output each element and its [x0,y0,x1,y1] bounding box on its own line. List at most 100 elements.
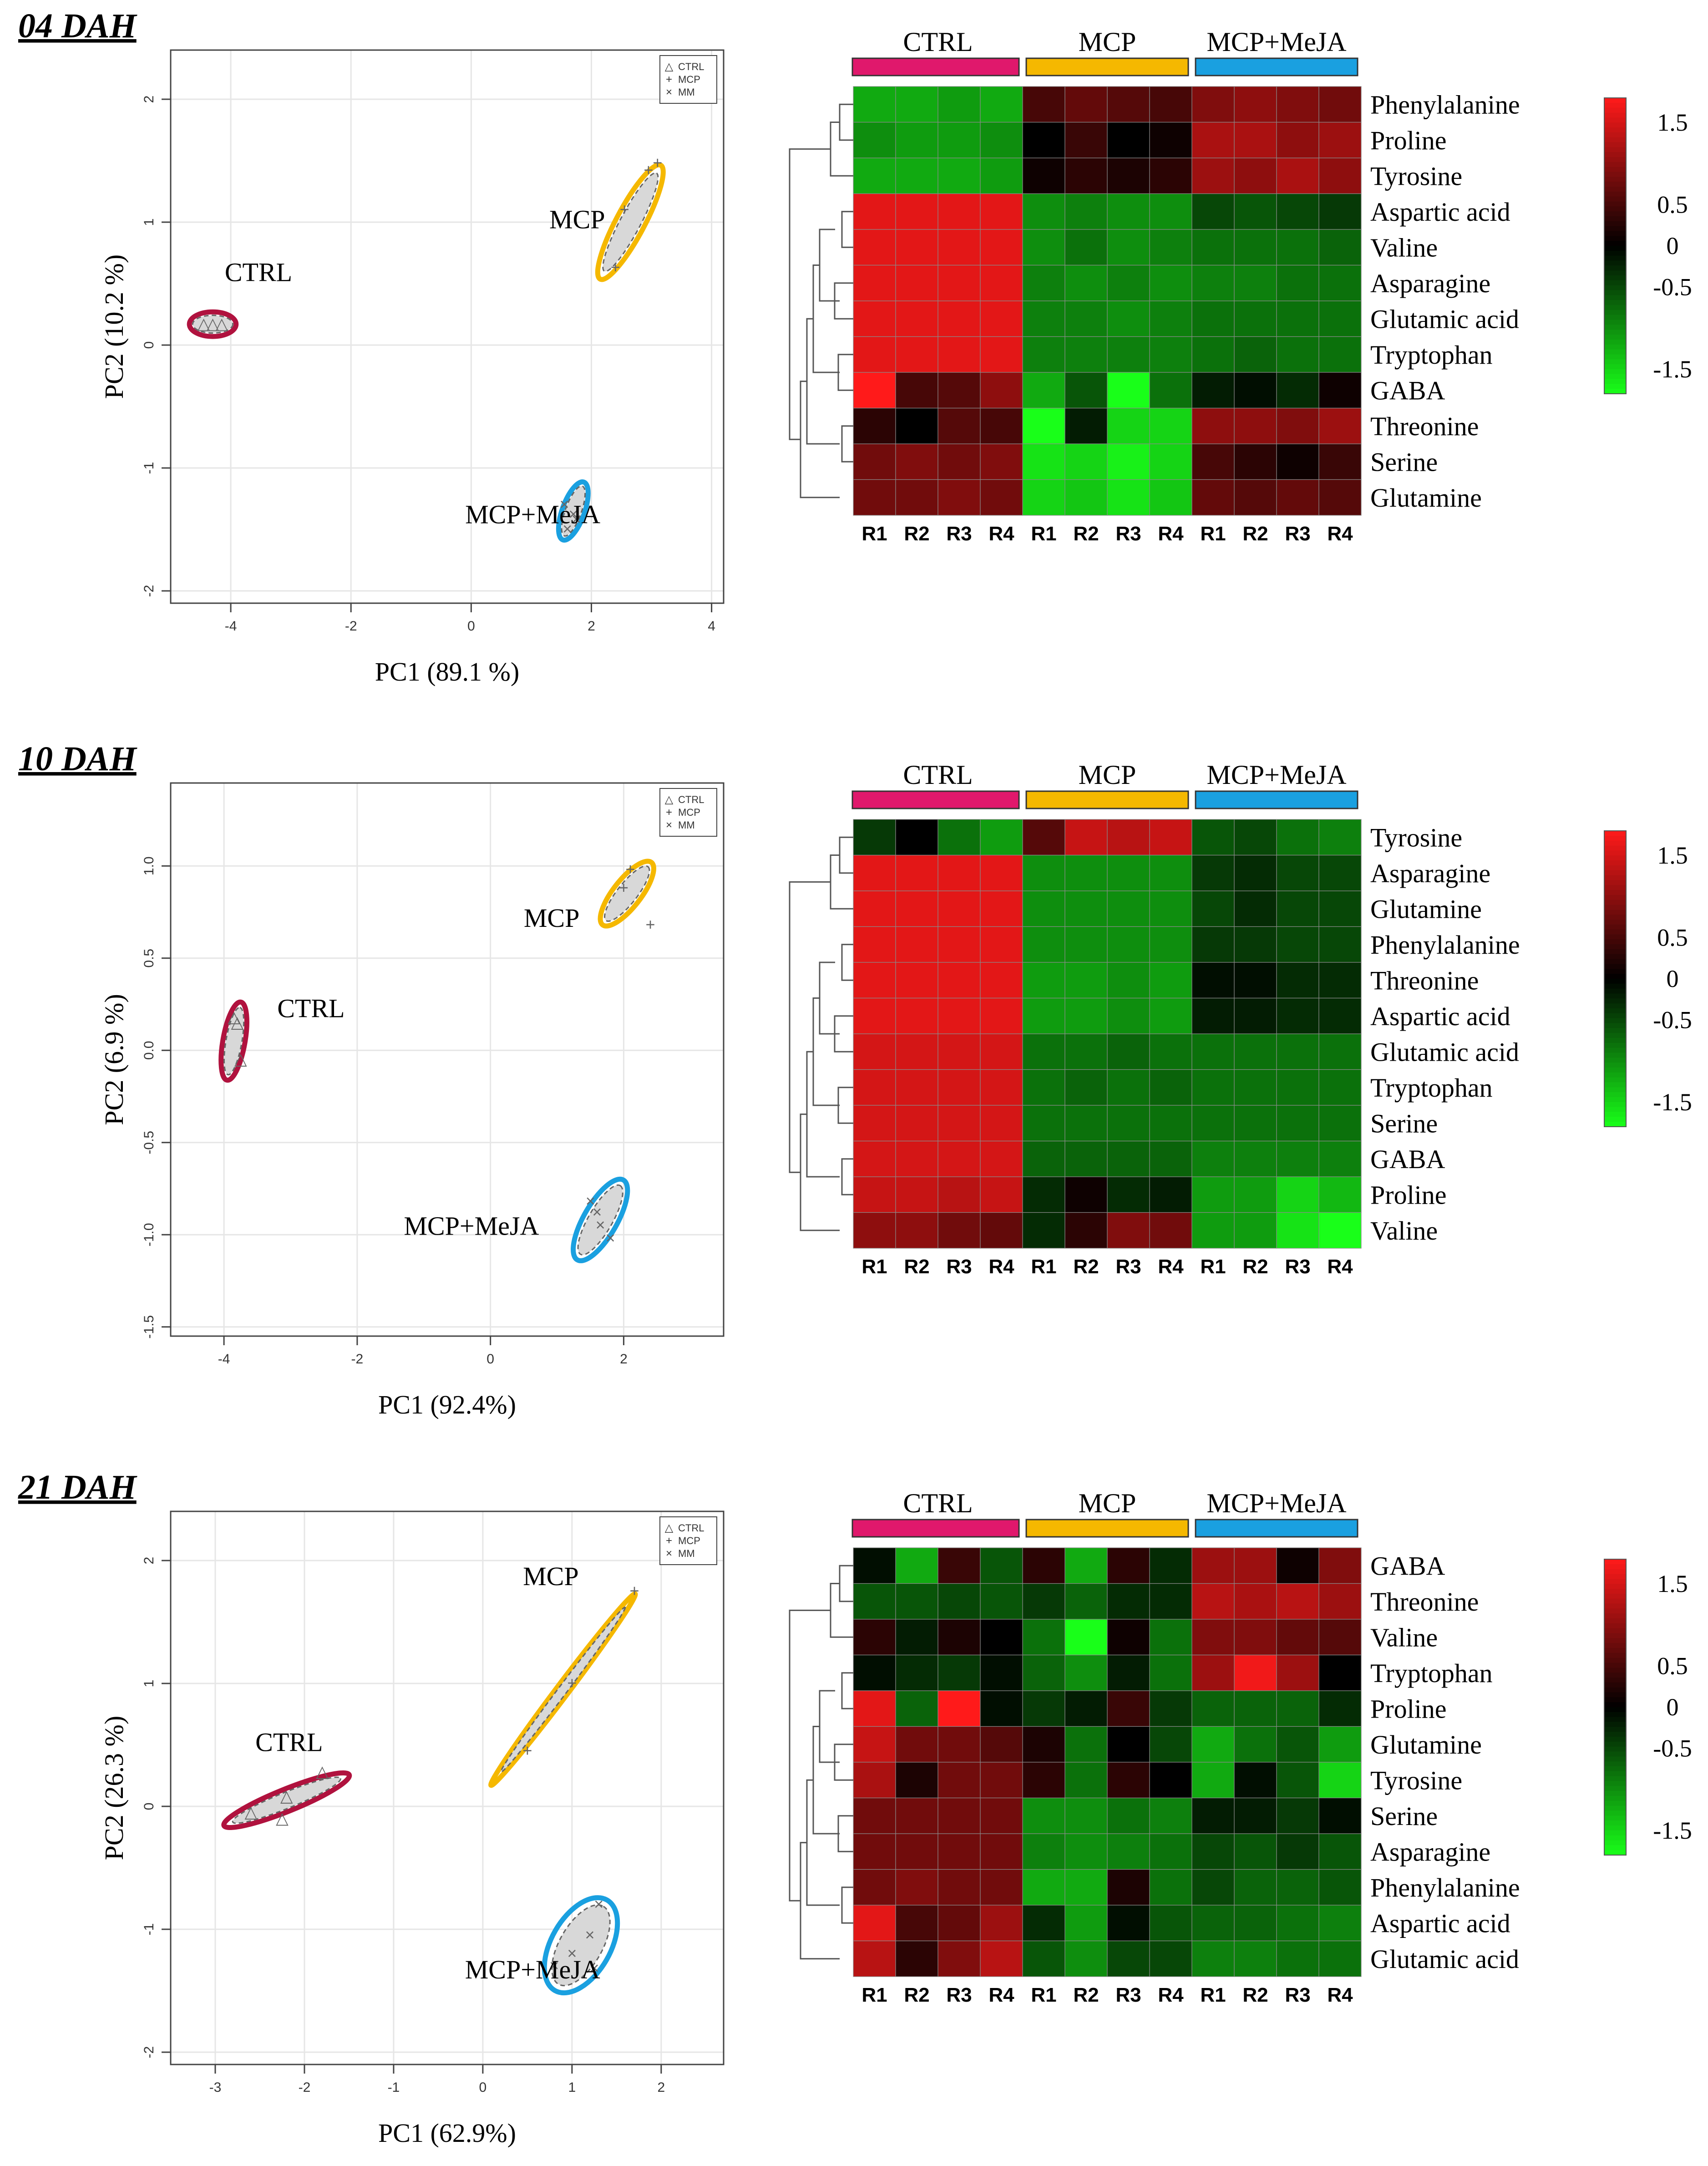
colorbar-step [1604,295,1626,301]
heatmap-cell [1107,1797,1150,1834]
heatmap-cell [895,1905,938,1942]
replicate-label: R3 [1115,1984,1141,2006]
heatmap-cell [1191,1033,1235,1070]
ellipse-mcp [598,859,656,929]
heatmap-cell [1191,158,1235,194]
y-tick-label: 0.5 [142,949,157,968]
heatmap-cell [1022,854,1065,891]
colorbar-step [1604,359,1626,365]
colorbar-step [1604,1613,1626,1619]
ellipse-mcpmeja [556,479,591,543]
colorbar-step [1604,993,1626,999]
heatmap-cell [895,193,938,230]
colorbar-step [1604,949,1626,955]
row-label: Valine [1370,233,1438,262]
heatmap-cell [938,1140,981,1177]
row-label: Valine [1370,1622,1438,1652]
heatmap-cell [1276,443,1319,480]
heatmap-cell [1149,1212,1192,1249]
confidence-ellipse-inner [577,1184,623,1256]
heatmap-cell [980,1940,1023,1977]
colorbar-step [1604,954,1626,960]
heatmap-cell [1064,1940,1108,1977]
legend-box [659,1516,717,1565]
colorbar-step [1604,1052,1626,1058]
row-label: Tryptophan [1370,340,1493,370]
heatmap-cell [1107,1940,1150,1977]
colorbar-step [1604,875,1626,881]
point-mcpmeja: × [567,1944,577,1963]
x-tick-label: -2 [299,2080,311,2095]
point-mcpmeja: × [560,495,569,514]
colorbar-step [1604,1830,1626,1836]
ellipse-mcpmeja [571,1176,630,1263]
row-label: Tyrosine [1370,1765,1462,1795]
row-label: Threonine [1370,1587,1479,1617]
colorbar-step [1604,915,1626,920]
heatmap-cell [938,336,981,373]
heatmap-cell [938,1105,981,1142]
heatmap-cell [938,479,981,516]
x-tick-label: 1 [568,2080,576,2095]
y-tick-label: 1.0 [142,856,157,875]
dendrogram-branch [837,354,853,391]
heatmap-cell [895,372,938,409]
heatmap-cell [1318,1726,1362,1763]
heatmap-cell [895,229,938,266]
heatmap-cell [1234,1105,1277,1142]
heatmap-cell [1107,372,1150,409]
row-label: Aspartic acid [1370,1908,1510,1938]
heatmap-cell [1149,1619,1192,1656]
heatmap-cell [1149,443,1192,480]
row-label: Proline [1370,126,1447,155]
heatmap-cell [853,336,896,373]
heatmap-cell [1191,1797,1235,1834]
colorbar-step [1604,969,1626,975]
heatmap-cell [1149,372,1192,409]
heatmap-cell [853,1547,896,1584]
heatmap-cell [1276,229,1319,266]
heatmap-cell [1107,1869,1150,1906]
colorbar-step [1604,1796,1626,1801]
heatmap-cell [1234,158,1277,194]
colorbar-step [1604,895,1626,900]
heatmap-cell [1276,300,1319,337]
heatmap-cell [1234,1140,1277,1177]
heatmap-cell [980,854,1023,891]
heatmap-cell [980,229,1023,266]
colorbar-step [1604,1702,1626,1708]
colorbar-step [1604,974,1626,979]
heatmap-cell [1107,1547,1150,1584]
colorbar-step [1604,944,1626,950]
heatmap-cell [1064,1547,1108,1584]
point-mcp: + [645,915,655,934]
heatmap-cell [1022,1762,1065,1799]
heatmap-cell [938,1905,981,1942]
heatmap-cell [1022,1212,1065,1249]
heatmap-cell [1022,1869,1065,1906]
heatmap-cell [1318,854,1362,891]
heatmap-cell [1234,193,1277,230]
colorbar-step [1604,221,1626,227]
heatmap-cell [895,1797,938,1834]
legend-marker-ctrl: △ [665,793,674,806]
heatmap-cell [1064,1869,1108,1906]
heatmap-cell [980,1583,1023,1620]
colorbar-step [1604,1682,1626,1688]
heatmap-cell [895,1033,938,1070]
heatmap-cell [1107,1905,1150,1942]
heatmap-cell [853,86,896,123]
plot-frame [170,49,725,604]
heatmap-cell [980,997,1023,1034]
heatmap-cell [1318,1212,1362,1249]
row-label: Phenylalanine [1370,1873,1520,1902]
heatmap-cell [1107,1833,1150,1870]
heatmap-cell [1107,819,1150,856]
point-ctrl: △ [245,1803,258,1821]
heatmap-cell [1318,1547,1362,1584]
replicate-label: R3 [1115,523,1141,545]
dendrogram-branch [837,1087,853,1124]
heatmap-cell [938,372,981,409]
confidence-ellipse-inner [500,1607,626,1773]
heatmap-cell [1022,443,1065,480]
